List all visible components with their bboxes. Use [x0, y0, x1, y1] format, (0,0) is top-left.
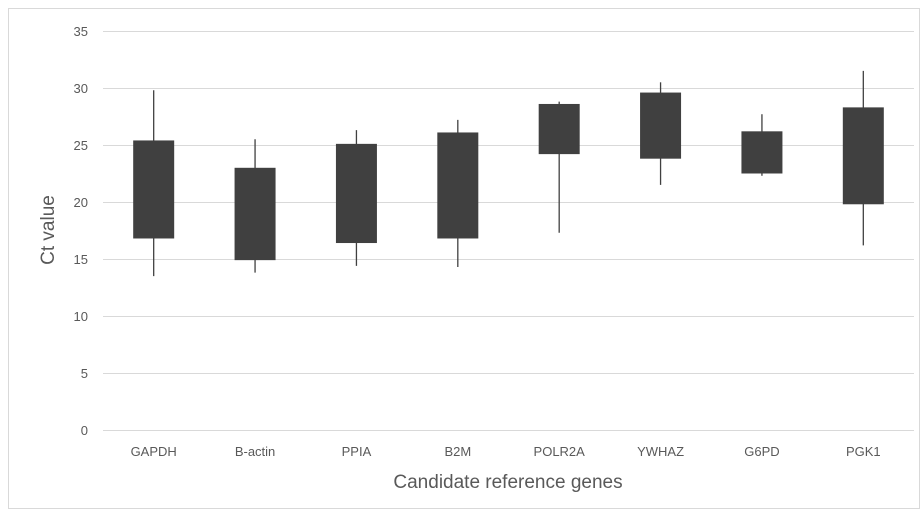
y-tick-label: 10	[74, 309, 88, 324]
interquartile-box	[234, 167, 276, 261]
y-tick-label: 20	[74, 195, 88, 210]
box-5	[640, 82, 682, 185]
x-tick-label: B2M	[444, 444, 471, 459]
y-tick-label: 5	[81, 366, 88, 381]
box-0	[133, 90, 175, 277]
chart-frame	[8, 8, 920, 509]
box-6	[741, 114, 783, 176]
box-4	[538, 101, 580, 233]
x-tick-label: PGK1	[846, 444, 881, 459]
gridlines	[103, 31, 914, 431]
y-axis-title: Ct value	[38, 195, 59, 265]
x-tick-label: GAPDH	[131, 444, 177, 459]
interquartile-box	[437, 132, 479, 239]
y-tick-label: 35	[74, 24, 88, 39]
box-series	[133, 70, 884, 277]
y-tick-label: 30	[74, 81, 88, 96]
box-2	[335, 130, 377, 266]
x-axis-title: Candidate reference genes	[393, 472, 622, 493]
y-axis-tick-labels: 0 5 10 15 20 25 30 35	[74, 24, 88, 438]
x-tick-label: YWHAZ	[637, 444, 684, 459]
interquartile-box	[842, 107, 884, 205]
y-tick-label: 0	[81, 423, 88, 438]
box-1	[234, 139, 276, 273]
y-tick-label: 25	[74, 138, 88, 153]
x-tick-label: G6PD	[744, 444, 779, 459]
x-tick-label: PPIA	[342, 444, 372, 459]
x-tick-label: B-actin	[235, 444, 275, 459]
box-3	[437, 119, 479, 267]
interquartile-box	[741, 131, 783, 174]
interquartile-box	[640, 92, 682, 159]
x-axis-tick-labels: GAPDH B-actin PPIA B2M POLR2A YWHAZ G6PD PGK1	[131, 444, 881, 459]
x-tick-label: POLR2A	[534, 444, 586, 459]
box-7	[842, 70, 884, 246]
interquartile-box	[538, 103, 580, 155]
y-tick-label: 15	[74, 252, 88, 267]
interquartile-box	[133, 140, 175, 239]
interquartile-box	[335, 143, 377, 244]
